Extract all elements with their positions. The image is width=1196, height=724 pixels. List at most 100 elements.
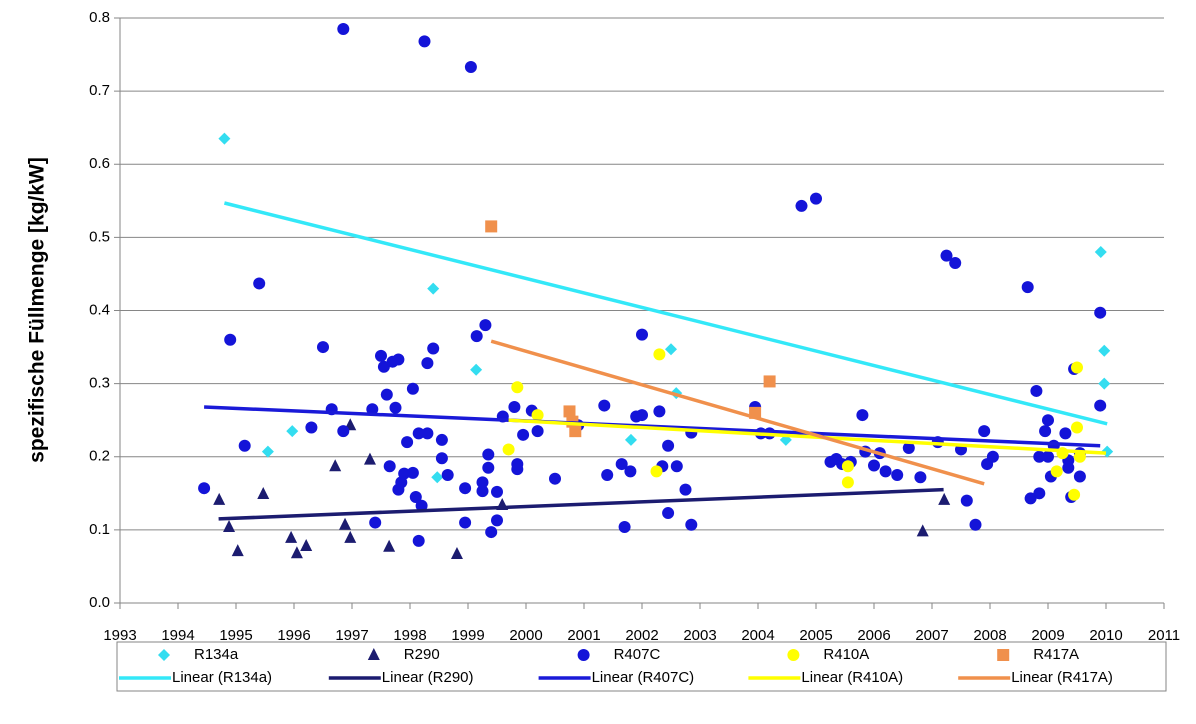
point [485,526,498,539]
point [285,530,298,543]
point [421,357,434,370]
point [1071,421,1083,434]
point [662,507,675,520]
legend-box [116,641,1167,692]
point [601,469,614,482]
point [531,425,544,438]
y-tick-label: 0.4 [89,301,110,318]
point [1094,399,1107,412]
point [398,467,411,480]
point [380,388,393,401]
point [431,471,444,484]
point [1062,461,1075,474]
point [960,494,973,507]
point [392,353,405,366]
x-tick-label: 2009 [1031,627,1064,644]
legend-label: Linear (R407C) [592,669,695,686]
point [482,448,495,461]
point [435,452,448,465]
point [317,341,329,354]
point [491,485,503,498]
point [344,530,357,543]
point [685,518,698,531]
y-tick-label: 0.1 [89,521,110,538]
trendline [223,201,1108,426]
point [624,465,637,478]
point [636,409,648,422]
point [470,363,483,376]
point [650,465,663,478]
x-tick-label: 2005 [799,627,832,644]
x-tick-label: 1994 [161,627,194,644]
point [531,409,544,422]
point [978,425,991,438]
point [563,405,576,418]
point [511,463,524,476]
point [511,381,524,394]
point [1042,450,1054,463]
point [1033,450,1046,463]
point [916,524,929,537]
point [795,199,808,212]
point [1030,384,1043,397]
point [679,483,692,496]
point [1059,427,1072,440]
y-axis-title: spezifische Füllmenge [kg/kW] [26,157,49,463]
point [508,401,521,414]
point [231,544,244,557]
point [662,439,675,452]
point [1098,344,1111,357]
point [879,465,892,478]
point [1033,487,1046,500]
point [305,421,318,434]
legend-marker [577,649,590,661]
point [624,433,637,446]
point [841,460,854,473]
point [476,485,489,498]
point [1073,450,1086,463]
legend-label: Linear (R417A) [1011,669,1113,686]
x-tick-label: 2000 [509,627,542,644]
point [406,382,419,395]
point [810,192,822,205]
point [1071,361,1083,374]
point [363,452,376,465]
trendline [490,339,985,486]
point [938,492,951,505]
point [290,546,303,559]
point [491,514,503,527]
point [389,401,402,414]
point [409,490,422,503]
point [366,403,379,416]
point [218,132,231,145]
point [670,460,683,473]
point [1021,281,1034,294]
y-tick-label: 0.8 [89,9,110,26]
point [450,547,463,560]
x-tick-label: 2003 [683,627,716,644]
point [406,466,419,479]
legend-marker [158,649,170,661]
point [224,333,237,346]
point [286,425,299,438]
legend-label: Linear (R290) [382,669,474,686]
x-tick-label: 2004 [741,627,774,644]
point [653,405,666,418]
legend-marker [367,648,380,660]
point [459,516,472,529]
point [427,282,440,295]
point [257,487,270,500]
point [856,409,869,422]
x-tick-label: 1997 [335,627,368,644]
x-tick-label: 1996 [277,627,310,644]
y-tick-label: 0.5 [89,228,110,245]
y-tick-label: 0.6 [89,155,110,172]
point [213,492,226,505]
x-tick-label: 2008 [973,627,1006,644]
point [598,399,611,412]
point [198,482,211,495]
point [459,482,472,495]
point [418,35,431,48]
point [427,342,440,355]
trendline [218,487,944,521]
